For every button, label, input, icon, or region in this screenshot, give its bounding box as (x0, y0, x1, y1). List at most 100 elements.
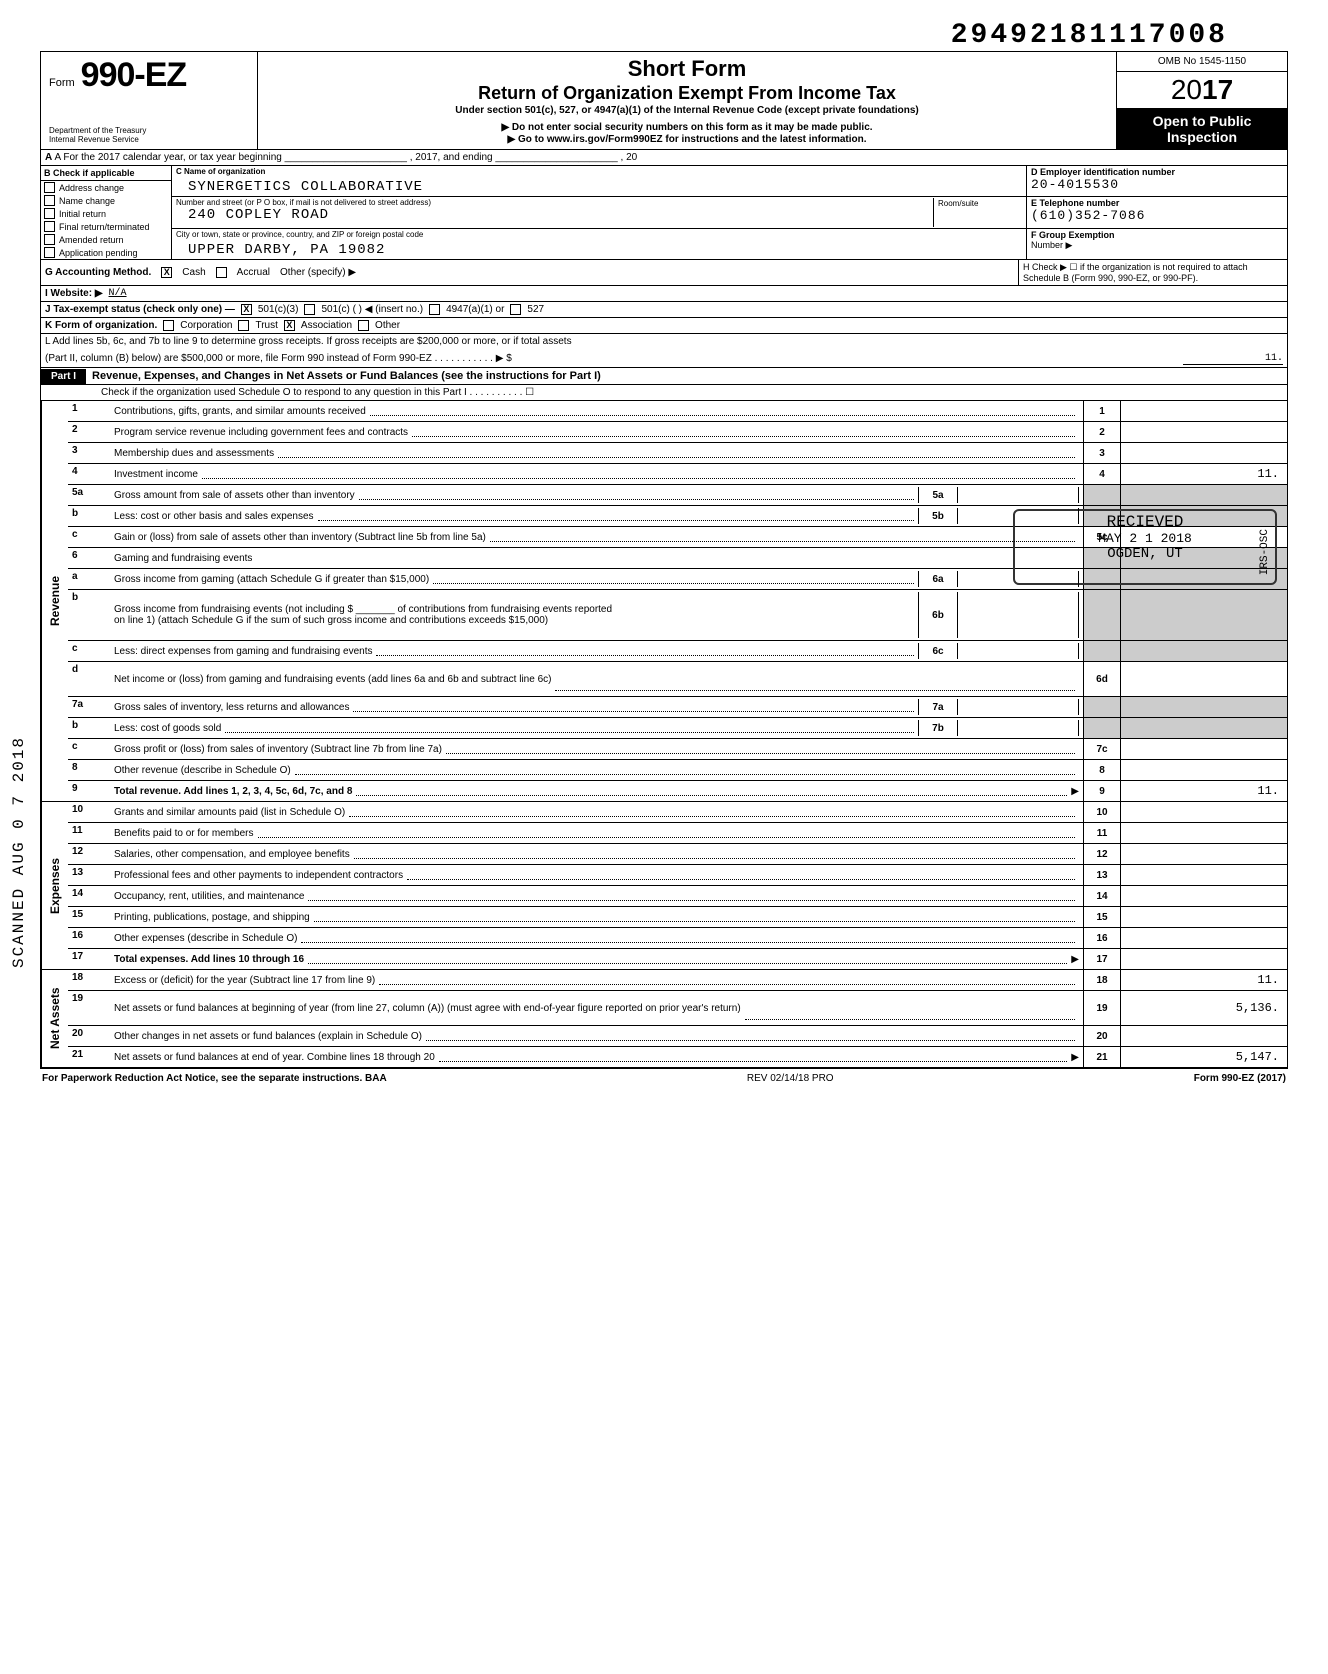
website: N/A (109, 288, 127, 299)
dept-irs: Internal Revenue Service (49, 136, 249, 145)
chk-address-change[interactable] (44, 182, 55, 193)
omb-number: OMB No 1545-1150 (1117, 52, 1287, 72)
row-a-text: A For the 2017 calendar year, or tax yea… (54, 152, 637, 163)
chk-amended-return[interactable] (44, 234, 55, 245)
line-text: Other revenue (describe in Schedule O) (114, 765, 291, 776)
form-prefix: Form (49, 77, 75, 89)
mini-box: 5b (918, 508, 958, 524)
line-text: Printing, publications, postage, and shi… (114, 912, 310, 923)
form-header: Form 990-EZ Department of the Treasury I… (40, 51, 1288, 150)
line-text: Less: direct expenses from gaming and fu… (114, 646, 372, 657)
line-num: 12 (68, 844, 110, 864)
e-label: E Telephone number (1031, 198, 1119, 208)
mini-box: 6a (918, 571, 958, 587)
tax-year: 2017 (1117, 72, 1287, 109)
chk-other-org[interactable] (358, 320, 369, 331)
line-text: Total expenses. Add lines 10 through 16 (114, 954, 304, 965)
footer-form: Form 990-EZ (2017) (1194, 1073, 1286, 1084)
line-num: b (68, 718, 110, 738)
line-val (1120, 739, 1287, 759)
line-num: c (68, 641, 110, 661)
line-num: 16 (68, 928, 110, 948)
mini-box: 7a (918, 699, 958, 715)
chk-initial-return[interactable] (44, 208, 55, 219)
title-short-form: Short Form (266, 56, 1108, 82)
line-val (1120, 1026, 1287, 1046)
title-ssn-warning: ▶ Do not enter social security numbers o… (266, 122, 1108, 133)
expenses-section: Expenses 10Grants and similar amounts pa… (40, 802, 1288, 970)
line-num: 5a (68, 485, 110, 505)
line-text: Gross sales of inventory, less returns a… (114, 702, 349, 713)
line-val (1120, 443, 1287, 463)
lbl-527: 527 (527, 304, 544, 315)
line-val (1120, 844, 1287, 864)
line-box: 17 (1083, 949, 1120, 969)
chk-501c3[interactable] (241, 304, 252, 315)
line-text: Gaming and fundraising events (114, 553, 252, 564)
line-val (1120, 907, 1287, 927)
chk-corporation[interactable] (163, 320, 174, 331)
line-box: 13 (1083, 865, 1120, 885)
b-header: B Check if applicable (44, 168, 135, 178)
lbl-4947: 4947(a)(1) or (446, 304, 504, 315)
line-num: 20 (68, 1026, 110, 1046)
line-val (1120, 401, 1287, 421)
line-box: 19 (1083, 991, 1120, 1025)
line-num: 3 (68, 443, 110, 463)
chk-application-pending[interactable] (44, 247, 55, 258)
org-info-grid: B Check if applicable Address change Nam… (40, 166, 1288, 260)
net-assets-label: Net Assets (41, 970, 68, 1067)
chk-accrual[interactable] (216, 267, 227, 278)
line-box: 16 (1083, 928, 1120, 948)
line-num: 13 (68, 865, 110, 885)
year-prefix: 20 (1171, 74, 1202, 105)
line-text: Excess or (deficit) for the year (Subtra… (114, 975, 375, 986)
part1-check: Check if the organization used Schedule … (101, 387, 534, 398)
line-text: Benefits paid to or for members (114, 828, 254, 839)
chk-association[interactable] (284, 320, 295, 331)
lbl-amended-return: Amended return (59, 235, 124, 245)
line-box: 14 (1083, 886, 1120, 906)
line-num: 4 (68, 464, 110, 484)
lbl-501c3: 501(c)(3) (258, 304, 299, 315)
line-num: 9 (68, 781, 110, 801)
part1-title: Revenue, Expenses, and Changes in Net As… (86, 368, 1287, 384)
line-box: 5c (1083, 527, 1120, 547)
inspection: Inspection (1121, 129, 1283, 145)
chk-cash[interactable] (161, 267, 172, 278)
org-address: 240 COPLEY ROAD (176, 207, 933, 223)
l-gross-receipts: 11. (1183, 353, 1283, 365)
lbl-name-change: Name change (59, 196, 115, 206)
line-box: 7c (1083, 739, 1120, 759)
chk-527[interactable] (510, 304, 521, 315)
line-num: c (68, 527, 110, 547)
part1-header: Part I (41, 369, 86, 384)
title-under-section: Under section 501(c), 527, or 4947(a)(1)… (266, 105, 1108, 116)
line-text: Gross amount from sale of assets other t… (114, 490, 355, 501)
top-stamp-number: 29492181117008 (40, 20, 1288, 51)
line-val: 5,147. (1120, 1047, 1287, 1067)
lbl-corporation: Corporation (180, 320, 232, 331)
chk-name-change[interactable] (44, 195, 55, 206)
line-text: Less: cost or other basis and sales expe… (114, 511, 314, 522)
line-box: 12 (1083, 844, 1120, 864)
line-text: Grants and similar amounts paid (list in… (114, 807, 345, 818)
line-val (1120, 527, 1287, 547)
line-val (1120, 760, 1287, 780)
f-label2: Number ▶ (1031, 240, 1283, 251)
open-to-public: Open to Public (1121, 113, 1283, 129)
chk-501c[interactable] (304, 304, 315, 315)
line-box: 6d (1083, 662, 1120, 696)
chk-4947[interactable] (429, 304, 440, 315)
line-box: 3 (1083, 443, 1120, 463)
page-footer: For Paperwork Reduction Act Notice, see … (40, 1068, 1288, 1088)
line-val (1120, 802, 1287, 822)
line-num: c (68, 739, 110, 759)
scanned-stamp: SCANNED AUG 0 7 2018 (10, 736, 28, 968)
chk-trust[interactable] (238, 320, 249, 331)
ein: 20-4015530 (1031, 177, 1283, 192)
chk-final-return[interactable] (44, 221, 55, 232)
expenses-label: Expenses (41, 802, 68, 969)
line-val: 11. (1120, 970, 1287, 990)
line-text: Less: cost of goods sold (114, 723, 221, 734)
